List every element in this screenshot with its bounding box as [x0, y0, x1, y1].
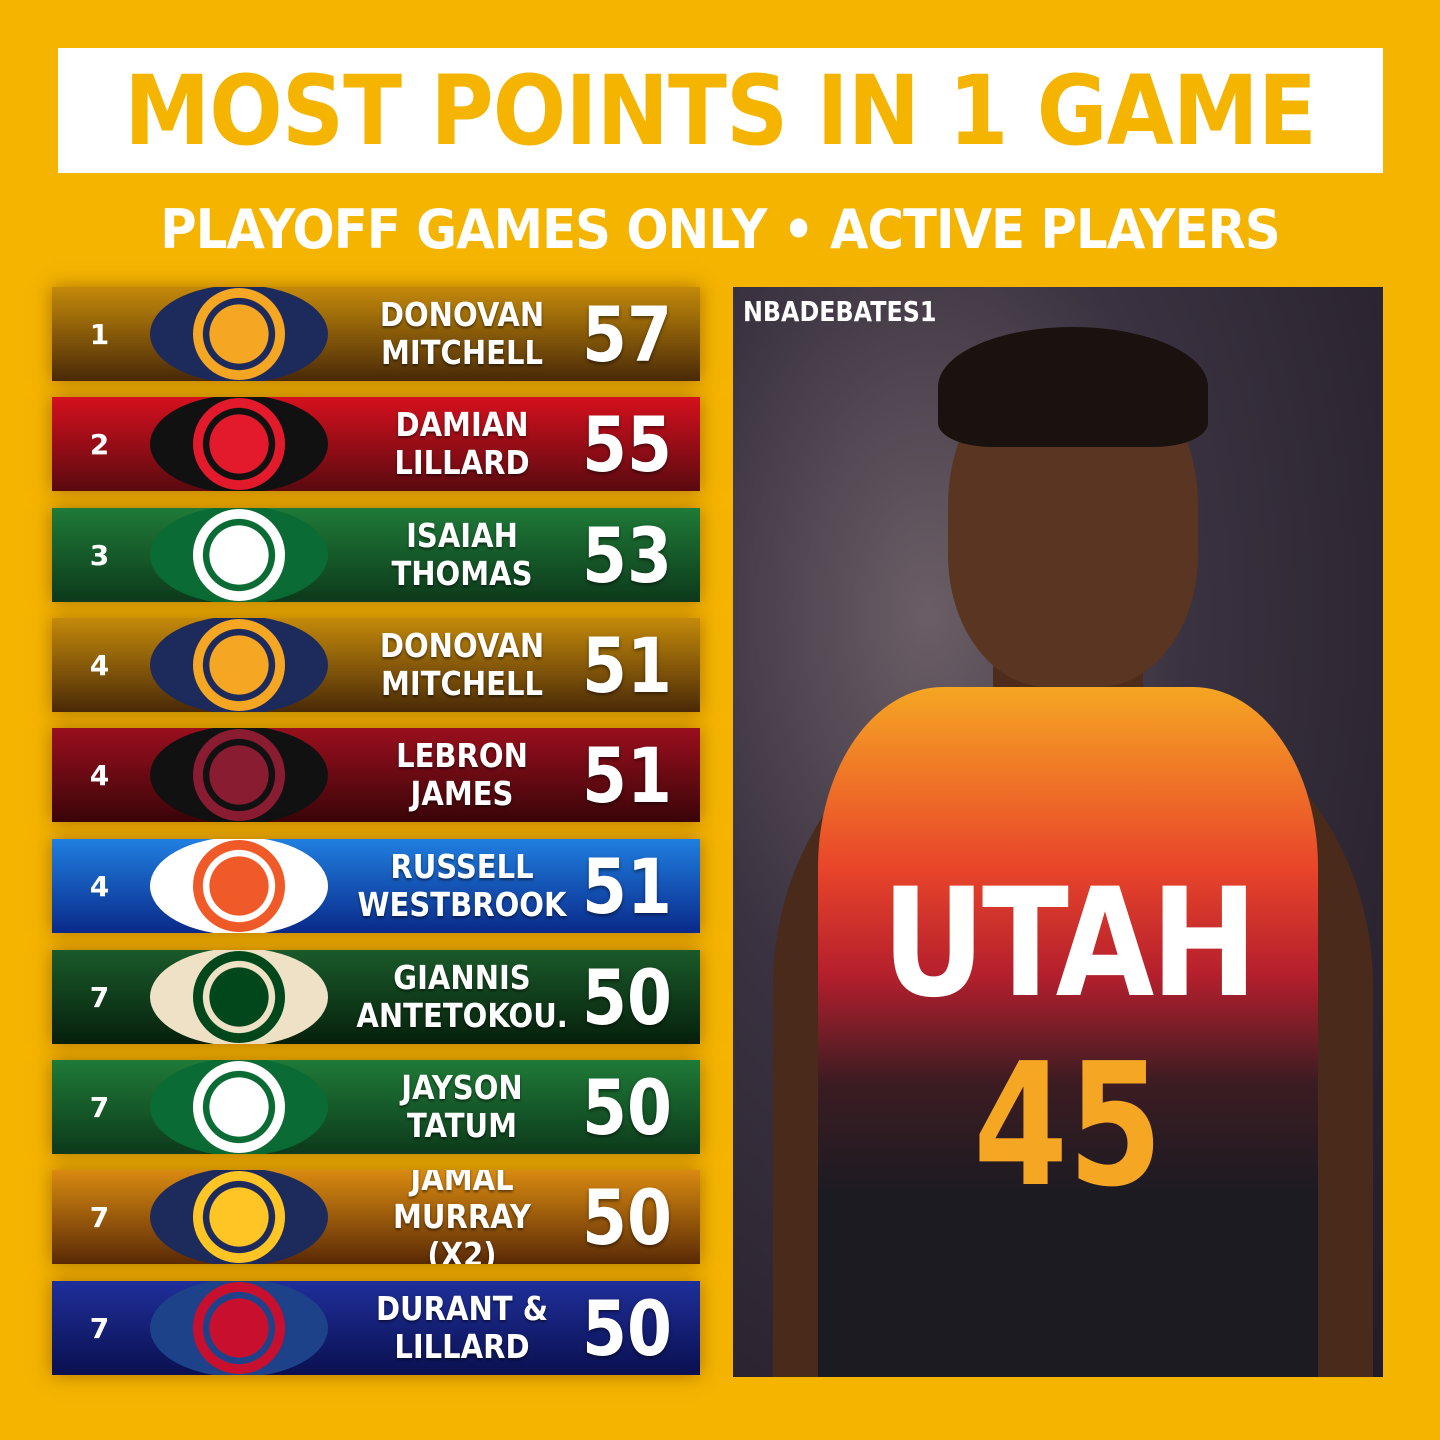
player-name-line2: THOMAS: [391, 554, 533, 593]
team-logo-jazz: [150, 618, 328, 712]
player-name-line1: LEBRON: [396, 736, 528, 775]
player-name-line2: LILLARD: [394, 1327, 530, 1366]
title-banner: MOST POINTS IN 1 GAME: [58, 48, 1383, 173]
rank: 1: [89, 317, 110, 351]
player-name: JAMAL MURRAY (X2): [356, 1170, 567, 1264]
logo-emblem-icon: [193, 1171, 285, 1263]
logo-emblem-icon: [193, 951, 285, 1043]
team-logo-nba: [150, 1281, 328, 1375]
points: 57: [582, 289, 672, 379]
player-name-line1: DONOVAN: [379, 626, 545, 665]
watermark: NBADEBATES1: [743, 295, 937, 328]
player-name: DONOVAN MITCHELL: [356, 627, 567, 703]
player-name-line1: ISAIAH: [406, 516, 518, 555]
rank: 3: [89, 538, 110, 572]
rank: 4: [89, 869, 110, 903]
ranking-row: 4 RUSSELL WESTBROOK 51: [52, 839, 700, 933]
ranking-row: 4 LEBRON JAMES 51: [52, 728, 700, 822]
rank: 4: [89, 648, 110, 682]
rank: 7: [89, 1311, 110, 1345]
player-name: DONOVAN MITCHELL: [356, 296, 567, 372]
team-logo-bucks: [150, 950, 328, 1044]
points: 50: [582, 1283, 672, 1373]
logo-emblem-icon: [193, 729, 285, 821]
team-logo-cavaliers: [150, 728, 328, 822]
jersey-team-text: UTAH: [881, 857, 1258, 1031]
player-name-line2: WESTBROOK: [357, 885, 567, 924]
rank: 7: [89, 1200, 110, 1234]
page-title: MOST POINTS IN 1 GAME: [124, 54, 1318, 167]
logo-emblem-icon: [193, 509, 285, 601]
points: 55: [582, 399, 672, 489]
player-name-line1: JAYSON: [401, 1068, 523, 1107]
ranking-row: 7 GIANNIS ANTETOKOU. 50: [52, 950, 700, 1044]
rank: 7: [89, 980, 110, 1014]
team-logo-jazz: [150, 287, 328, 381]
logo-emblem-icon: [193, 398, 285, 490]
team-logo-thunder: [150, 839, 328, 933]
rank: 7: [89, 1090, 110, 1124]
ranking-row: 2 DAMIAN LILLARD 55: [52, 397, 700, 491]
player-name-line1: DURANT &: [375, 1289, 549, 1328]
points: 50: [582, 1062, 672, 1152]
logo-emblem-icon: [193, 840, 285, 932]
player-name-line1: RUSSELL: [390, 847, 534, 886]
player-name-line2: MURRAY (X2): [393, 1197, 531, 1265]
rank: 2: [89, 427, 110, 461]
player-name-line1: JAMAL: [410, 1170, 514, 1198]
rank: 4: [89, 758, 110, 792]
player-name: DAMIAN LILLARD: [356, 406, 567, 482]
ranking-row: 7 DURANT & LILLARD 50: [52, 1281, 700, 1375]
player-name-line2: MITCHELL: [381, 664, 543, 703]
logo-emblem-icon: [193, 288, 285, 380]
player-name-line2: JAMES: [410, 774, 514, 813]
team-logo-nuggets: [150, 1170, 328, 1264]
team-logo-trail-blazers: [150, 397, 328, 491]
ranking-row: 3 ISAIAH THOMAS 53: [52, 508, 700, 602]
player-hair: [938, 327, 1208, 447]
team-logo-celtics: [150, 508, 328, 602]
player-name-line2: LILLARD: [394, 443, 530, 482]
points: 50: [582, 952, 672, 1042]
points: 51: [582, 620, 672, 710]
logo-emblem-icon: [193, 619, 285, 711]
player-name: DURANT & LILLARD: [356, 1290, 567, 1366]
points: 50: [582, 1172, 672, 1262]
ranking-row: 7 JAMAL MURRAY (X2) 50: [52, 1170, 700, 1264]
player-name-line2: MITCHELL: [381, 333, 543, 372]
player-name: ISAIAH THOMAS: [356, 517, 567, 593]
logo-emblem-icon: [193, 1061, 285, 1153]
team-logo-celtics: [150, 1060, 328, 1154]
player-name: GIANNIS ANTETOKOU.: [356, 959, 567, 1035]
player-name-line2: ANTETOKOU.: [356, 996, 568, 1035]
points: 53: [582, 510, 672, 600]
player-name-line1: GIANNIS: [393, 958, 531, 997]
jersey-number: 45: [973, 1027, 1163, 1225]
player-name-line2: TATUM: [406, 1106, 518, 1145]
player-name-line1: DONOVAN: [379, 295, 545, 334]
player-name: JAYSON TATUM: [356, 1069, 567, 1145]
jersey: UTAH 45: [818, 687, 1318, 1377]
player-name-line1: DAMIAN: [395, 405, 529, 444]
points: 51: [582, 730, 672, 820]
player-name: LEBRON JAMES: [356, 737, 567, 813]
ranking-row: 4 DONOVAN MITCHELL 51: [52, 618, 700, 712]
player-name: RUSSELL WESTBROOK: [356, 848, 567, 924]
points: 51: [582, 841, 672, 931]
ranking-row: 7 JAYSON TATUM 50: [52, 1060, 700, 1154]
ranking-row: 1 DONOVAN MITCHELL 57: [52, 287, 700, 381]
player-photo: UTAH 45 NBADEBATES1: [733, 287, 1383, 1377]
logo-emblem-icon: [193, 1282, 285, 1374]
subtitle: PLAYOFF GAMES ONLY • ACTIVE PLAYERS: [160, 198, 1280, 261]
